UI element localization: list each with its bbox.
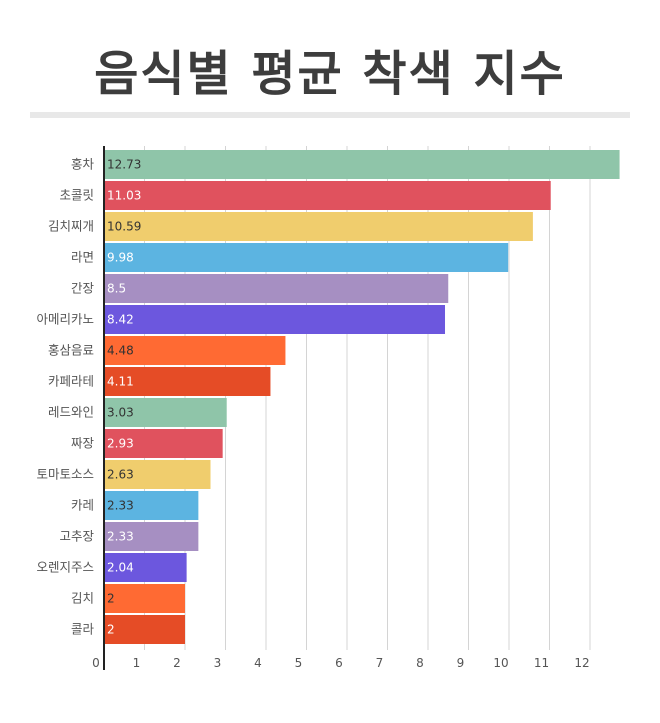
bar-10 <box>104 460 211 489</box>
x-tick-label-1: 1 <box>133 656 141 670</box>
category-label-11: 카레 <box>71 498 94 513</box>
value-label-1: 11.03 <box>107 189 141 203</box>
category-label-14: 김치 <box>71 591 94 606</box>
x-tick-label-8: 8 <box>416 656 424 670</box>
category-label-8: 레드와인 <box>48 405 94 420</box>
bar-0 <box>104 150 620 179</box>
bar-6 <box>104 336 286 365</box>
value-label-12: 2.33 <box>107 530 134 544</box>
value-label-11: 2.33 <box>107 499 134 513</box>
bar-11 <box>104 491 199 520</box>
title-divider <box>30 112 630 118</box>
value-label-0: 12.73 <box>107 158 141 172</box>
category-label-0: 홍차 <box>71 157 95 172</box>
category-label-3: 라면 <box>71 250 94 265</box>
category-label-9: 짜장 <box>71 436 95 451</box>
bar-12 <box>104 522 199 551</box>
bar-1 <box>104 181 551 210</box>
bar-14 <box>104 584 185 613</box>
value-label-5: 8.42 <box>107 313 134 327</box>
x-tick-label-3: 3 <box>214 656 222 670</box>
bar-5 <box>104 305 446 334</box>
bar-9 <box>104 429 223 458</box>
category-label-4: 간장 <box>71 281 95 296</box>
category-label-6: 홍삼음료 <box>48 343 94 358</box>
x-tick-label-11: 11 <box>534 656 549 670</box>
x-tick-label-4: 4 <box>254 656 262 670</box>
x-tick-label-10: 10 <box>493 656 508 670</box>
x-tick-label-5: 5 <box>295 656 303 670</box>
bar-3 <box>104 243 509 272</box>
x-tick-label-7: 7 <box>376 656 384 670</box>
x-tick-label-2: 2 <box>173 656 181 670</box>
bar-4 <box>104 274 449 303</box>
category-label-5: 아메리카노 <box>36 312 94 327</box>
bar-7 <box>104 367 271 396</box>
category-label-7: 카페라테 <box>48 374 94 389</box>
bar-13 <box>104 553 187 582</box>
value-label-4: 8.5 <box>107 282 126 296</box>
value-label-9: 2.93 <box>107 437 134 451</box>
value-label-15: 2 <box>107 623 115 637</box>
category-label-15: 콜라 <box>71 622 95 637</box>
value-label-13: 2.04 <box>107 561 134 575</box>
bar-15 <box>104 615 185 644</box>
category-label-10: 토마토소스 <box>36 467 94 482</box>
category-label-13: 오렌지주스 <box>36 560 94 575</box>
category-label-12: 고추장 <box>59 529 94 544</box>
x-tick-label-12: 12 <box>574 656 589 670</box>
category-label-2: 김치찌개 <box>48 219 94 234</box>
value-label-6: 4.48 <box>107 344 134 358</box>
x-tick-label-6: 6 <box>335 656 343 670</box>
value-label-7: 4.11 <box>107 375 134 389</box>
x-tick-label-0: 0 <box>92 656 100 670</box>
value-label-14: 2 <box>107 592 115 606</box>
bar-8 <box>104 398 227 427</box>
value-label-2: 10.59 <box>107 220 141 234</box>
chart-title: 음식별 평균 착색 지수 <box>94 46 566 102</box>
value-label-8: 3.03 <box>107 406 134 420</box>
value-label-3: 9.98 <box>107 251 134 265</box>
category-label-1: 초콜릿 <box>59 188 94 203</box>
bar-2 <box>104 212 533 241</box>
x-tick-label-9: 9 <box>457 656 465 670</box>
value-label-10: 2.63 <box>107 468 134 482</box>
